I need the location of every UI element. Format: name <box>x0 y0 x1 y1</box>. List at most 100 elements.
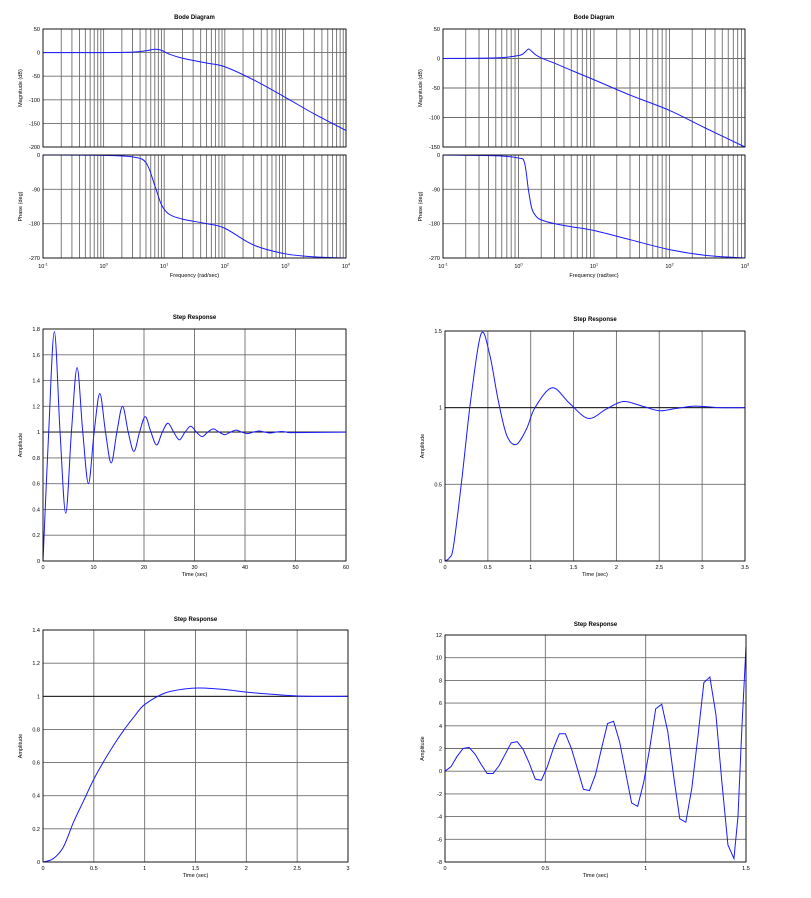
x-tick-exponent: 3 <box>747 263 749 267</box>
y-tick-label: 1.6 <box>32 353 40 359</box>
axes-frame <box>442 28 746 148</box>
x-tick-exponent: 2 <box>227 263 229 267</box>
y-tick-label: 1.4 <box>32 628 40 634</box>
y-tick-label: 0.2 <box>32 827 40 833</box>
y-axis-label: Amplitude <box>420 434 426 458</box>
x-tick-label: 2.5 <box>655 565 663 571</box>
axes-frame <box>42 328 347 562</box>
x-tick-label: 2 <box>615 565 618 571</box>
axes-frame <box>444 330 746 562</box>
x-tick-exponent: 0 <box>521 263 523 267</box>
chart-title: Step Response <box>174 617 218 623</box>
x-axis-label: Time (sec) <box>582 572 608 578</box>
x-tick-label: 2.5 <box>293 866 301 872</box>
x-tick-exponent: 2 <box>672 263 674 267</box>
plot-area <box>43 155 346 258</box>
y-tick-label: 2 <box>439 747 442 753</box>
x-tick-label: 102 <box>221 263 229 271</box>
y-tick-label: -180 <box>429 222 440 228</box>
axes-frame <box>444 634 747 863</box>
x-tick-label: 60 <box>343 565 349 571</box>
x-tick-base: 10 <box>221 264 227 270</box>
x-tick-label: 3 <box>701 565 704 571</box>
x-tick-label: 0.5 <box>484 565 492 571</box>
x-tick-exponent: -1 <box>444 263 447 267</box>
y-tick-label: 1.2 <box>32 404 40 410</box>
x-tick-exponent: 3 <box>287 263 289 267</box>
y-axis-label: Magnitude (dB) <box>418 69 424 107</box>
y-tick-label: 0 <box>437 57 440 63</box>
y-tick-label: 0 <box>37 559 40 565</box>
x-tick-label: 0 <box>443 565 446 571</box>
x-tick-label: 0 <box>41 866 44 872</box>
y-tick-label: 6 <box>439 701 442 707</box>
x-tick-base: 10 <box>438 264 444 270</box>
x-tick-base: 10 <box>514 264 520 270</box>
y-tick-label: 1 <box>37 694 40 700</box>
series-line <box>42 331 347 562</box>
x-tick-base: 10 <box>665 264 671 270</box>
y-axis-label: Phase (deg) <box>418 191 424 221</box>
y-tick-label: 0.6 <box>32 761 40 767</box>
x-tick-label: 103 <box>741 263 749 271</box>
x-tick-label: 103 <box>281 263 289 271</box>
x-tick-label: 0 <box>443 866 446 872</box>
x-tick-label: 3.5 <box>741 565 749 571</box>
x-tick-label: 10-1 <box>438 263 448 271</box>
y-tick-label: -4 <box>437 815 442 821</box>
y-tick-label: 1 <box>439 406 442 412</box>
y-axis-label: Amplitude <box>18 433 24 457</box>
axes-frame <box>42 154 347 259</box>
y-tick-label: 0.4 <box>32 507 40 513</box>
x-tick-label: 102 <box>665 263 673 271</box>
x-tick-label: 100 <box>99 263 107 271</box>
chart: Step Response 0 0.2 0.4 0.6 0.8 1 1.2 1.4 1.6 1.8 A… <box>18 315 349 578</box>
x-axis-label: Time (sec) <box>183 873 209 879</box>
y-tick-label: 0.2 <box>32 533 40 539</box>
y-tick-label: -90 <box>432 187 440 193</box>
y-tick-label: -150 <box>29 121 40 127</box>
y-tick-label: 0.5 <box>434 482 442 488</box>
x-tick-exponent: -1 <box>44 263 47 267</box>
x-tick-exponent: 1 <box>596 263 598 267</box>
x-tick-label: 101 <box>160 263 168 271</box>
series-line <box>42 48 347 131</box>
x-axis-label: Frequency (rad/sec) <box>170 273 219 279</box>
chart: Step Response 0 0.5 1 1.5 Amplitude 0 0.5 1 1.5 2 2… <box>420 317 749 578</box>
y-tick-label: 0.8 <box>32 727 40 733</box>
y-tick-label: -270 <box>29 256 40 262</box>
x-tick-label: 40 <box>242 565 248 571</box>
series-line <box>442 48 746 148</box>
plot-area <box>445 331 745 561</box>
y-tick-label: 1 <box>37 430 40 436</box>
y-tick-label: 50 <box>34 27 40 33</box>
chart-title: Bode Diagram <box>174 15 215 21</box>
y-tick-label: 1.2 <box>32 661 40 667</box>
x-tick-label: 101 <box>590 263 598 271</box>
axes-frame <box>442 154 746 259</box>
series-line <box>444 646 747 861</box>
x-tick-base: 10 <box>342 264 348 270</box>
y-tick-label: -6 <box>437 837 442 843</box>
x-tick-base: 10 <box>160 264 166 270</box>
y-tick-label: 0 <box>439 559 442 565</box>
x-tick-label: 1.5 <box>192 866 200 872</box>
x-tick-label: 1.5 <box>570 565 578 571</box>
y-tick-label: -50 <box>432 86 440 92</box>
x-tick-label: 100 <box>514 263 522 271</box>
y-tick-label: 1.5 <box>434 329 442 335</box>
y-tick-label: 0.8 <box>32 456 40 462</box>
y-axis-label: Amplitude <box>420 736 426 760</box>
y-tick-label: -100 <box>29 98 40 104</box>
chart-title: Step Response <box>574 622 618 628</box>
y-tick-label: 10 <box>436 656 442 662</box>
plot-area <box>43 29 346 147</box>
y-axis-label: Magnitude (dB) <box>18 69 24 107</box>
y-tick-label: 0.4 <box>32 794 40 800</box>
x-tick-label: 1 <box>644 866 647 872</box>
series-line <box>444 331 746 562</box>
x-tick-exponent: 4 <box>348 263 350 267</box>
x-tick-label: 20 <box>141 565 147 571</box>
x-tick-exponent: 0 <box>106 263 108 267</box>
